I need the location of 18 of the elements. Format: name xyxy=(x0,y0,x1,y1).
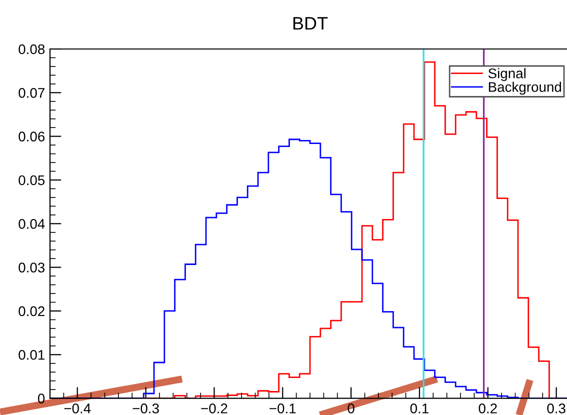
x-tick-label: −0.3 xyxy=(132,404,159,414)
x-tick-label: 0.3 xyxy=(547,404,566,414)
y-tick-label: 0.06 xyxy=(18,132,45,142)
x-tick-label: 0.2 xyxy=(478,404,497,414)
chart-title: BDT xyxy=(293,17,328,30)
y-tick-label: 0.07 xyxy=(18,88,44,98)
y-tick-label: 0.08 xyxy=(18,44,45,54)
x-tick-label: −0.2 xyxy=(201,404,228,414)
y-tick-label: 0.05 xyxy=(18,175,45,186)
x-tick-label: −0.1 xyxy=(270,404,296,414)
y-tick-label: 0.03 xyxy=(18,262,45,272)
legend-label: Background xyxy=(488,82,562,95)
y-tick-label: 0.01 xyxy=(18,350,44,360)
legend-label: Signal xyxy=(488,68,526,82)
x-tick-label: 0.1 xyxy=(410,404,428,414)
y-tick-label: 0.02 xyxy=(18,306,44,316)
y-tick-label: 0.04 xyxy=(18,218,45,229)
x-tick-label: −0.4 xyxy=(64,404,91,414)
